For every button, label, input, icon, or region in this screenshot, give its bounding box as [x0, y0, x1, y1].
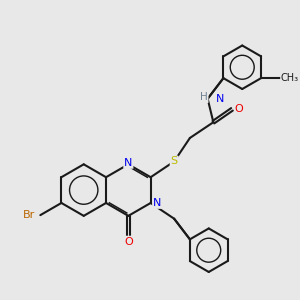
Text: Br: Br — [23, 210, 35, 220]
Text: N: N — [153, 198, 161, 208]
Text: O: O — [235, 104, 244, 114]
Text: N: N — [216, 94, 224, 104]
Text: N: N — [124, 158, 133, 168]
Text: CH₃: CH₃ — [281, 73, 299, 83]
Text: H: H — [200, 92, 208, 102]
Text: O: O — [124, 237, 133, 247]
Text: S: S — [171, 157, 178, 166]
